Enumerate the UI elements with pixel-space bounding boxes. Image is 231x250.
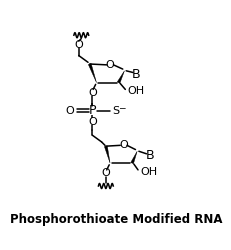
Text: S: S [111,106,118,116]
Polygon shape [104,146,109,163]
Text: O: O [119,140,128,150]
Text: −: − [117,104,125,112]
Text: O: O [65,106,73,116]
Text: O: O [74,40,83,50]
Text: OH: OH [140,166,157,176]
Text: Phosphorothioate Modified RNA: Phosphorothioate Modified RNA [10,212,221,226]
Text: B: B [145,149,154,162]
Text: O: O [105,60,114,70]
Text: O: O [101,168,110,178]
Text: OH: OH [127,86,144,96]
Text: O: O [88,116,96,126]
Text: O: O [88,88,96,98]
Polygon shape [130,151,137,164]
Text: B: B [131,68,140,81]
Text: P: P [88,104,96,117]
Polygon shape [117,71,124,83]
Polygon shape [88,64,96,83]
